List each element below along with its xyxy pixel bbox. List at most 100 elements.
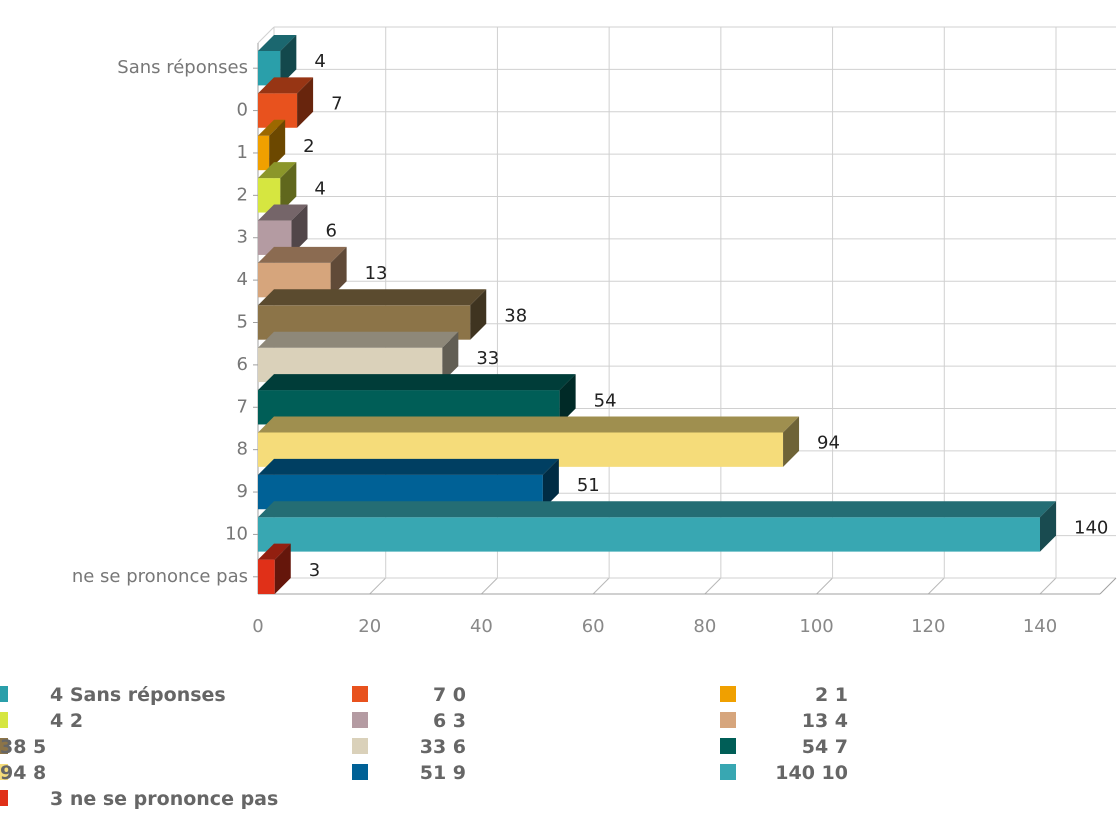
bar-top	[258, 458, 559, 475]
bar-value-label: 51	[577, 475, 600, 496]
legend-label: 7 0	[432, 684, 466, 706]
legend-label: 6 3	[432, 710, 466, 732]
legend-swatch	[0, 686, 8, 702]
bar-top	[258, 543, 291, 560]
bar-side	[470, 289, 487, 340]
bar	[258, 517, 1040, 552]
bar-value-label: 7	[331, 94, 342, 115]
legend-label: 2 1	[814, 684, 848, 706]
chart-legend: 4 Sans réponses 7 0 2 1 4 2 6 3 13 4 38 5 33 6 5…	[0, 680, 1117, 814]
gridline-floor	[704, 577, 722, 595]
y-category-label: 5	[237, 312, 248, 333]
legend-swatch	[720, 738, 736, 754]
y-category-label: 0	[237, 100, 248, 121]
bar	[258, 178, 281, 213]
bar	[258, 51, 281, 86]
x-tick-label: 40	[470, 616, 493, 637]
y-category-label: 2	[237, 184, 248, 205]
x-tick-label: 120	[911, 616, 945, 637]
bar-side	[1040, 501, 1056, 552]
bar-side	[783, 416, 800, 467]
gridline-floor	[816, 577, 833, 595]
legend-swatch	[352, 686, 368, 702]
bar-value-label: 6	[326, 221, 337, 242]
gridline-floor	[481, 577, 498, 595]
bar-top	[258, 204, 308, 221]
y-category-label: 4	[237, 269, 248, 290]
y-category-label: 1	[237, 142, 248, 163]
y-category-label: 8	[237, 439, 248, 460]
x-tick-label: 100	[799, 616, 833, 637]
bar-side	[269, 119, 286, 171]
legend-label: 3 ne se prononce pas	[50, 788, 279, 810]
legend-label: 54 7	[801, 736, 848, 758]
bar-top	[258, 501, 1056, 518]
gridline-floor	[592, 577, 610, 595]
legend-swatch	[0, 712, 8, 728]
gridline-floor	[927, 577, 945, 595]
bar-side	[280, 162, 297, 213]
bar-value-label: 2	[303, 136, 314, 157]
legend-swatch	[720, 686, 736, 702]
bar-top	[258, 35, 297, 51]
y-category-label: 3	[237, 227, 248, 248]
bar	[258, 559, 275, 594]
legend-swatch	[352, 738, 368, 754]
legend-label: 4 2	[50, 710, 84, 732]
bar-side	[330, 246, 347, 298]
bar-value-label: 4	[314, 178, 325, 199]
legend-swatch	[0, 764, 8, 780]
y-category-label: 10	[225, 523, 248, 544]
bar-top	[258, 331, 459, 348]
x-tick-label: 60	[582, 616, 605, 637]
bar-top	[258, 416, 800, 433]
legend-label: 38 5	[0, 736, 47, 758]
y-category-label: ne se prononce pas	[72, 566, 248, 587]
y-category-label: 7	[237, 396, 248, 417]
gridline-wall	[257, 26, 275, 44]
legend-swatch	[0, 738, 8, 754]
bar-value-label: 4	[314, 51, 325, 72]
legend-label: 94 8	[0, 762, 47, 784]
legend-label: 13 4	[801, 710, 848, 732]
legend-swatch	[352, 712, 368, 728]
y-category-label: 9	[237, 481, 248, 502]
bar-side	[297, 77, 314, 128]
bar-value-label: 140	[1074, 517, 1108, 538]
bar-top	[258, 374, 576, 391]
x-tick-label: 20	[358, 616, 381, 637]
x-tick-label: 80	[693, 616, 716, 637]
x-tick-label: 0	[252, 616, 263, 637]
legend-label: 33 6	[419, 736, 466, 758]
legend-label: 140 10	[775, 762, 848, 784]
bar-value-label: 54	[594, 390, 617, 411]
legend-swatch	[0, 790, 8, 806]
legend-swatch	[352, 764, 368, 780]
bar	[258, 135, 270, 171]
gridline-floor	[369, 577, 387, 595]
bar-top	[258, 162, 297, 179]
bar-side	[542, 458, 559, 510]
bar-top	[258, 119, 286, 136]
bar-value-label: 13	[365, 263, 388, 284]
bar-side	[559, 374, 576, 425]
bar-value-label: 94	[817, 433, 840, 454]
y-category-label: Sans réponses	[117, 57, 248, 78]
bar-top	[258, 246, 347, 263]
bar-value-label: 38	[504, 306, 527, 327]
y-category-label: 6	[237, 354, 248, 375]
bar-value-label: 33	[476, 348, 499, 369]
bar-top	[258, 289, 487, 306]
legend-swatch	[720, 712, 736, 728]
bar-side	[280, 35, 297, 86]
gridline-floor	[1039, 577, 1057, 595]
bar-side	[442, 331, 459, 383]
legend-label: 51 9	[419, 762, 466, 784]
x-axis-end	[1099, 577, 1117, 595]
bar-side	[274, 543, 291, 594]
x-tick-label: 140	[1023, 616, 1057, 637]
bar-side	[291, 204, 308, 255]
bar-top	[258, 77, 314, 94]
bar-value-label: 3	[309, 560, 320, 581]
legend-label: 4 Sans réponses	[50, 684, 226, 706]
